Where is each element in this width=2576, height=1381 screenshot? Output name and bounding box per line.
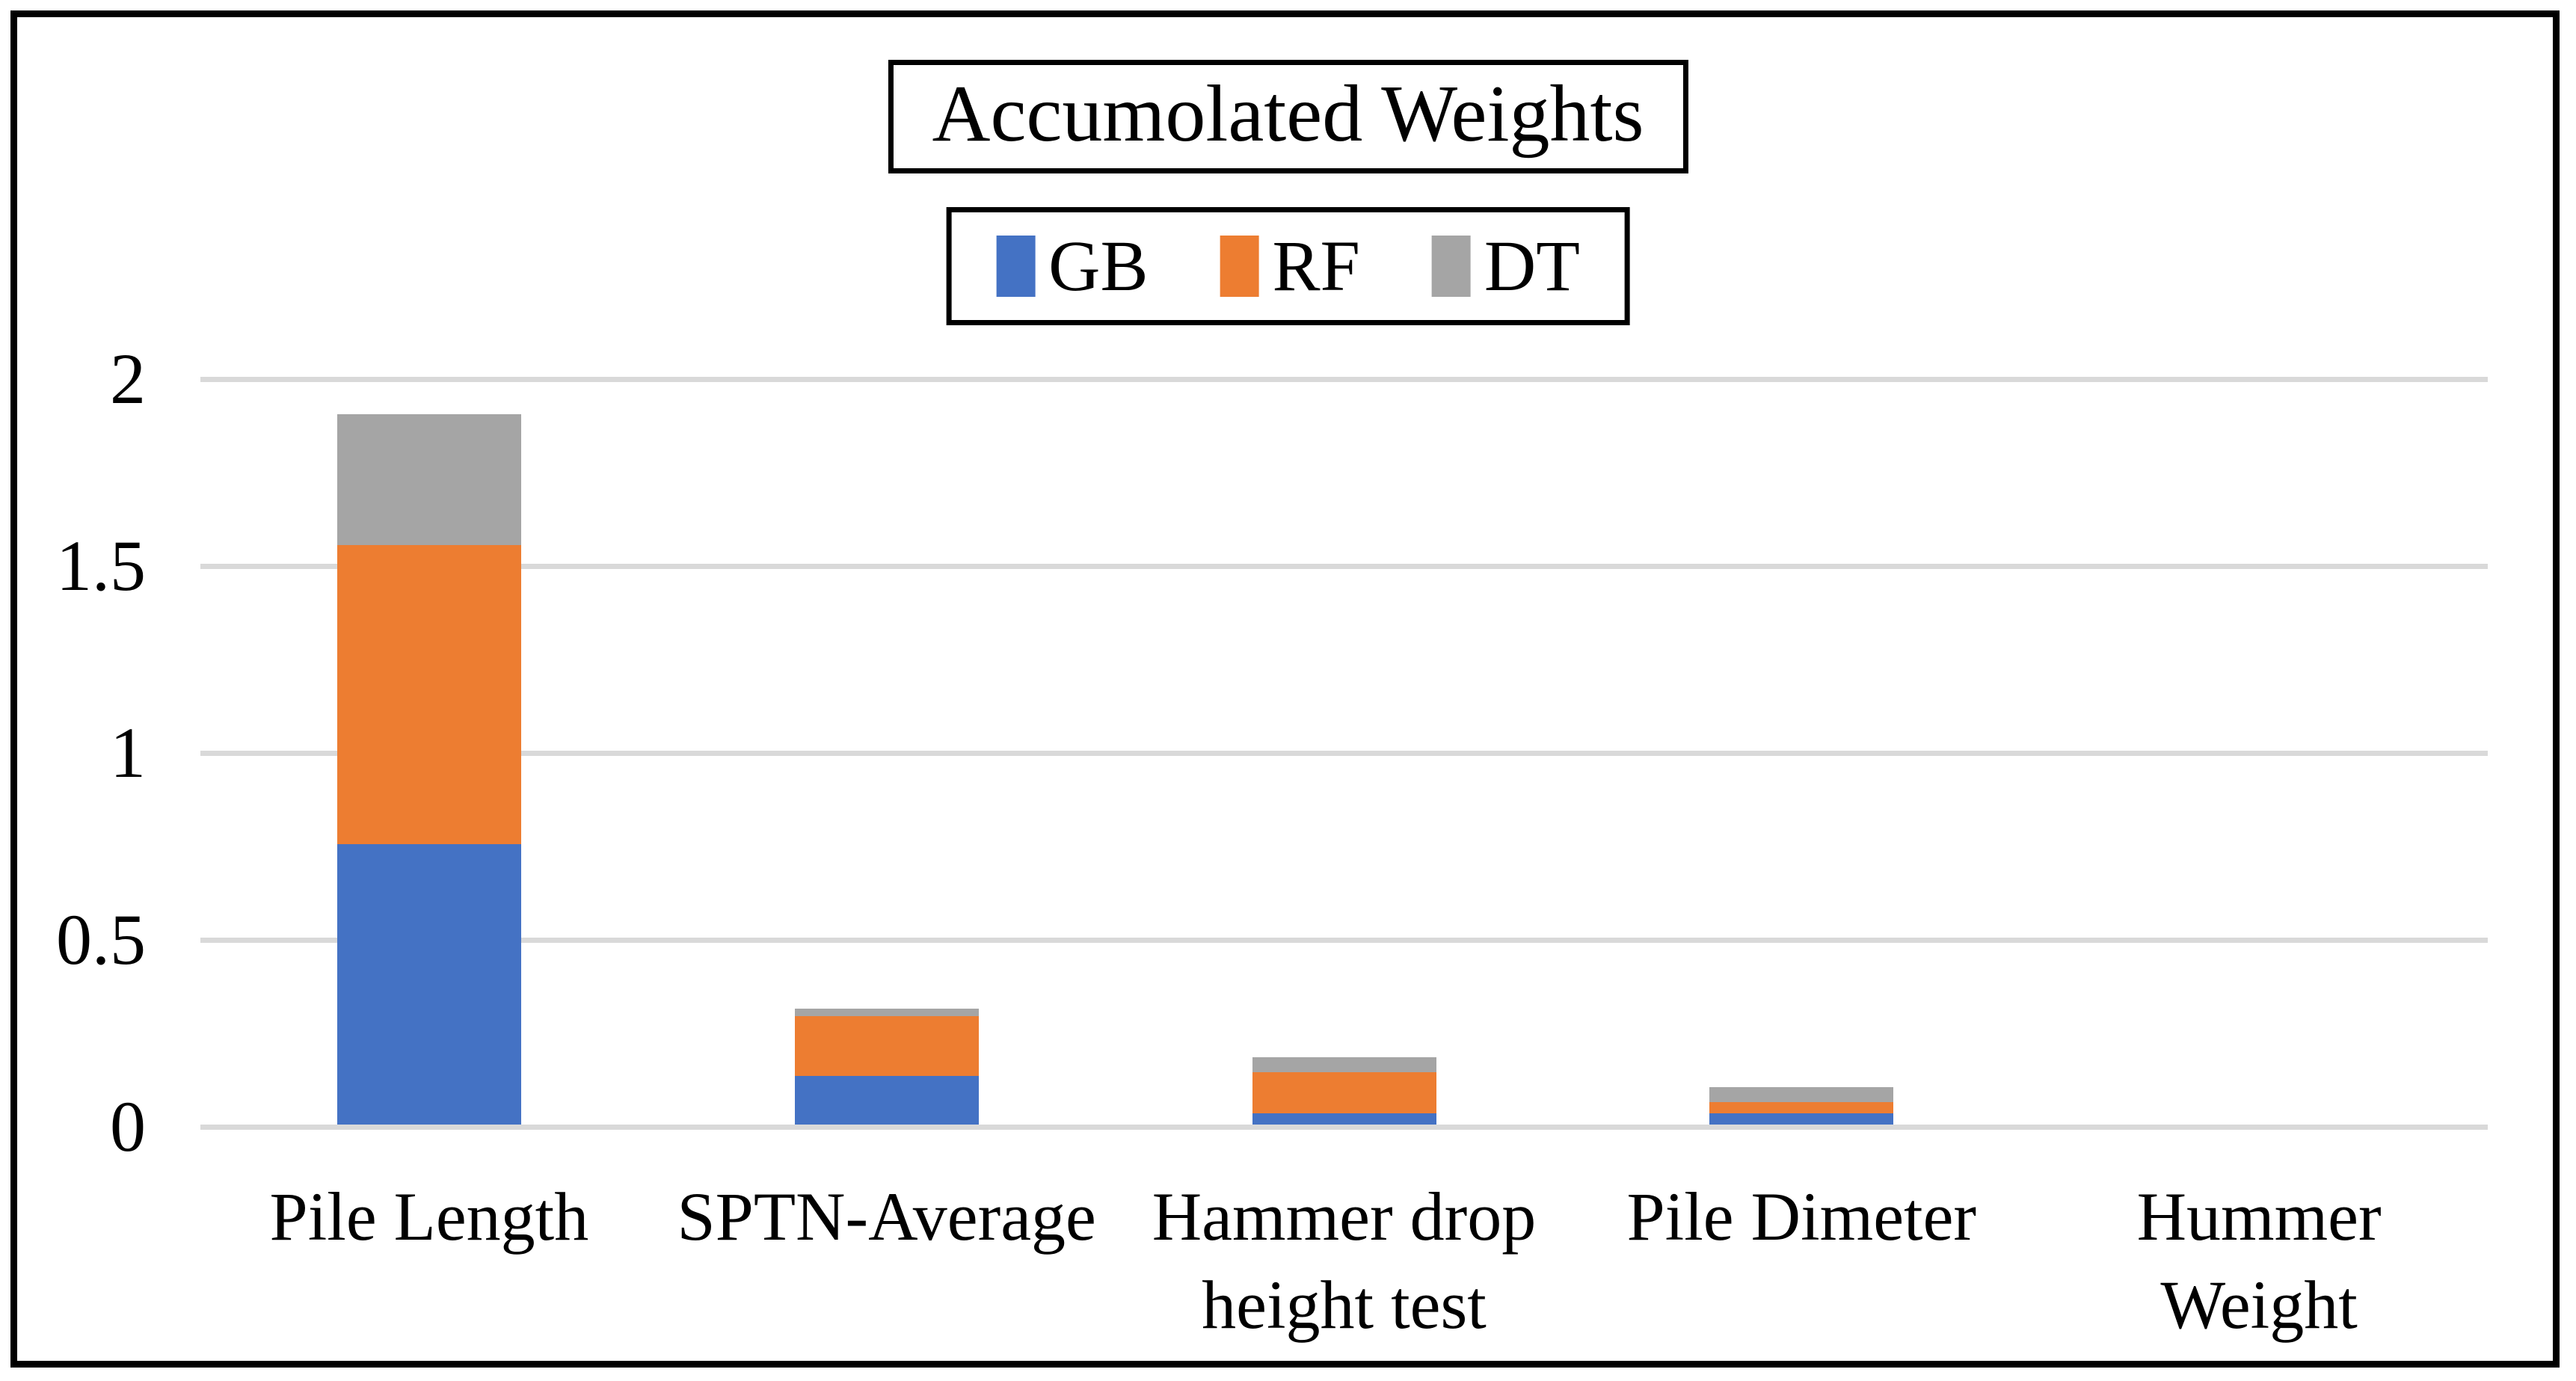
legend-swatch-DT [1431, 236, 1471, 297]
bar-segment-GB [1252, 1113, 1436, 1125]
x-category-label: Hummer Weight [2136, 1178, 2382, 1343]
legend-item-RF: RF [1220, 226, 1360, 306]
bar-segment-DT [1709, 1087, 1894, 1102]
bar-segment-RF [336, 545, 521, 844]
bar-segment-RF [1252, 1072, 1436, 1113]
x-category-label: SPTN-Average [677, 1178, 1096, 1255]
plot-area [200, 377, 2488, 1130]
gridline-0.5 [200, 938, 2488, 943]
bar-segment-DT [1252, 1057, 1436, 1072]
y-tick-label: 0.5 [56, 899, 146, 979]
legend-label-DT: DT [1484, 226, 1580, 306]
chart-title-box: Accumolated Weights [888, 60, 1688, 174]
legend-label-GB: GB [1048, 226, 1149, 306]
y-tick-label: 1.5 [56, 526, 146, 606]
bar-segment-GB [336, 844, 521, 1125]
x-category-label: Pile Dimeter [1626, 1178, 1977, 1255]
legend-swatch-GB [996, 236, 1036, 297]
legend-swatch-RF [1220, 236, 1259, 297]
gridline-0 [200, 1125, 2488, 1130]
bar-segment-GB [1709, 1113, 1894, 1125]
bar-segment-GB [794, 1076, 979, 1125]
y-tick-label: 2 [110, 339, 146, 419]
x-category-label: Pile Length [269, 1178, 589, 1255]
gridline-1 [200, 751, 2488, 756]
legend-item-GB: GB [996, 230, 1148, 302]
legend-label-RF: RF [1272, 226, 1360, 306]
bar-segment-DT [794, 1009, 979, 1016]
gridline-1.5 [200, 564, 2488, 569]
y-tick-label: 0 [110, 1086, 146, 1166]
bar-segment-RF [794, 1016, 979, 1076]
legend: GB RF DT [946, 207, 1630, 325]
bar-segment-DT [336, 414, 521, 545]
legend-item-DT: DT [1431, 226, 1580, 306]
chart-title: Accumolated Weights [932, 70, 1644, 159]
x-category-label: Hammer drop height test [1152, 1178, 1537, 1343]
gridline-2 [200, 377, 2488, 382]
y-tick-label: 1 [110, 713, 146, 793]
bar-segment-RF [1709, 1102, 1894, 1113]
